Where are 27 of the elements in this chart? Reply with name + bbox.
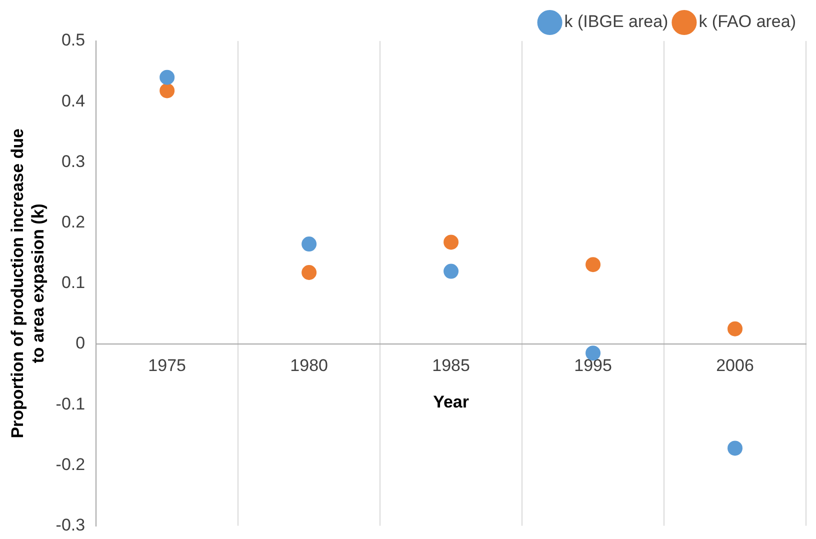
x-tick-label: 1980 (290, 356, 328, 375)
x-tick-label: 1975 (148, 356, 186, 375)
legend-label: k (IBGE area) (564, 12, 668, 32)
y-tick-label: 0 (76, 334, 86, 353)
point (586, 257, 601, 272)
point (444, 234, 459, 250)
x-tick-label: 1995 (574, 356, 612, 375)
point (728, 440, 743, 456)
y-tick-label: 0.3 (61, 152, 86, 171)
point (302, 264, 317, 280)
y-tick-label: 0.1 (61, 273, 86, 292)
y-tick-label: 0.4 (61, 91, 86, 110)
point (160, 70, 175, 85)
point (160, 83, 175, 98)
y-axis-title: Proportion of production increase due to area expasion (k) (8, 128, 48, 438)
x-tick-label: 1985 (432, 356, 470, 375)
point (444, 264, 459, 279)
legend-label: k (FAO area) (698, 12, 796, 32)
y-tick-label: -0.1 (56, 394, 86, 414)
y-tick-label: -0.2 (56, 454, 86, 474)
y-tick-label: -0.3 (56, 515, 86, 534)
point (302, 236, 317, 252)
y-tick-label: 0.5 (61, 30, 86, 50)
y-tick-label: 0.2 (61, 212, 86, 232)
x-axis-title: Year (433, 392, 470, 412)
x-tick-label: 2006 (716, 356, 754, 375)
point (728, 321, 743, 336)
